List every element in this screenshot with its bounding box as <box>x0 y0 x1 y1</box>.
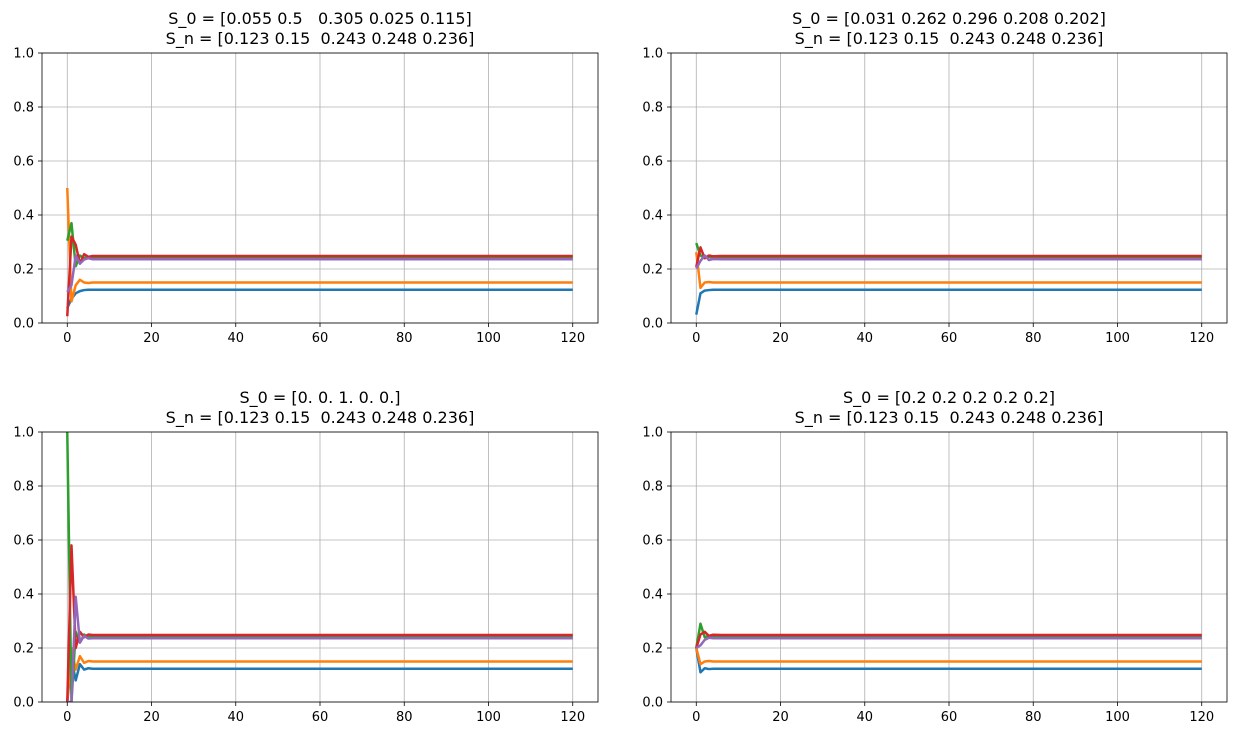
x-tick-label: 120 <box>1189 710 1214 725</box>
subplot-1: 0 20 40 60 80 100 120 0.0 0.2 0.4 0.6 0.8 1.0 S_0 = [… <box>13 9 599 346</box>
x-tick-label: 20 <box>772 710 789 725</box>
subplot-title: S_0 = [0.055 0.5 0.305 0.025 0.115] S_n =… <box>166 9 475 49</box>
x-tick-label: 40 <box>227 331 244 346</box>
x-tick-label: 60 <box>312 331 329 346</box>
series-line-4 <box>66 235 573 317</box>
y-tick-label: 0.0 <box>13 696 34 711</box>
x-tick-label: 20 <box>772 331 789 346</box>
x-tick-label: 80 <box>396 331 413 346</box>
series-line-2 <box>695 647 1202 666</box>
y-tick-label: 0.8 <box>642 101 663 116</box>
x-tick-label: 100 <box>1105 710 1130 725</box>
y-tick-label: 0.2 <box>642 263 663 278</box>
y-tick-label: 0.6 <box>13 155 34 170</box>
y-tick-label: 0.4 <box>13 588 34 603</box>
subplot-3: 0 20 40 60 80 100 120 0.0 0.2 0.4 0.6 0.8 1.0 S_0 = [… <box>13 388 599 725</box>
series-line-2 <box>66 187 573 303</box>
y-tick-label: 0.0 <box>642 696 663 711</box>
subplot-4: 0 20 40 60 80 100 120 0.0 0.2 0.4 0.6 0.8 1.0 S_0 = [… <box>642 388 1228 725</box>
x-tick-label: 40 <box>227 710 244 725</box>
x-tick-label: 100 <box>476 331 501 346</box>
series-line-5 <box>695 254 1202 270</box>
x-tick-label: 0 <box>692 710 700 725</box>
y-tick-label: 0.2 <box>13 263 34 278</box>
x-tick-label: 0 <box>63 331 71 346</box>
subplot-title: S_0 = [0.031 0.262 0.296 0.208 0.202] S_n… <box>792 9 1106 49</box>
y-tick-label: 0.4 <box>642 588 663 603</box>
series-line-5 <box>67 595 573 702</box>
y-tick-label: 0.0 <box>642 317 663 332</box>
series-line-4 <box>695 246 1202 268</box>
y-tick-label: 0.6 <box>13 534 34 549</box>
y-tick-label: 1.0 <box>642 426 663 441</box>
y-tick-label: 0.4 <box>642 209 663 224</box>
x-tick-label: 80 <box>396 710 413 725</box>
x-tick-label: 100 <box>1105 331 1130 346</box>
y-tick-label: 0.2 <box>13 642 34 657</box>
series-line-4 <box>695 630 1202 649</box>
x-tick-label: 40 <box>856 331 873 346</box>
series-line-1 <box>695 647 1202 674</box>
series-line-2 <box>695 252 1202 290</box>
y-tick-label: 0.6 <box>642 534 663 549</box>
subplot-title: S_0 = [0.2 0.2 0.2 0.2 0.2] S_n = [0.123 … <box>795 388 1104 428</box>
y-tick-label: 0.6 <box>642 155 663 170</box>
x-tick-label: 40 <box>856 710 873 725</box>
x-tick-label: 120 <box>1189 331 1214 346</box>
x-tick-label: 60 <box>941 331 958 346</box>
series-line-5 <box>66 254 573 293</box>
subplot-2: 0 20 40 60 80 100 120 0.0 0.2 0.4 0.6 0.8 1.0 S_0 = [… <box>642 9 1228 346</box>
x-tick-label: 20 <box>143 331 160 346</box>
x-tick-label: 0 <box>692 331 700 346</box>
x-tick-label: 0 <box>63 710 71 725</box>
y-tick-label: 1.0 <box>642 47 663 62</box>
series-line-3 <box>66 221 573 268</box>
y-tick-label: 0.2 <box>642 642 663 657</box>
subplot-title: S_0 = [0. 0. 1. 0. 0.] S_n = [0.123 0.15 … <box>166 388 475 428</box>
y-tick-label: 0.0 <box>13 317 34 332</box>
y-tick-label: 0.8 <box>642 480 663 495</box>
series-line-1 <box>695 288 1202 315</box>
y-tick-label: 1.0 <box>13 426 34 441</box>
y-tick-label: 0.8 <box>13 480 34 495</box>
x-tick-label: 120 <box>560 710 585 725</box>
subplots: 0 20 40 60 80 100 120 0.0 0.2 0.4 0.6 0.8 1.0 S_0 = [… <box>13 9 1228 725</box>
x-tick-label: 60 <box>312 710 329 725</box>
x-tick-label: 20 <box>143 710 160 725</box>
x-tick-label: 60 <box>941 710 958 725</box>
series-line-5 <box>695 636 1202 650</box>
y-tick-label: 0.8 <box>13 101 34 116</box>
x-tick-label: 100 <box>476 710 501 725</box>
x-tick-label: 120 <box>560 331 585 346</box>
y-tick-label: 0.4 <box>13 209 34 224</box>
x-tick-label: 80 <box>1025 331 1042 346</box>
x-tick-label: 80 <box>1025 710 1042 725</box>
y-tick-label: 1.0 <box>13 47 34 62</box>
